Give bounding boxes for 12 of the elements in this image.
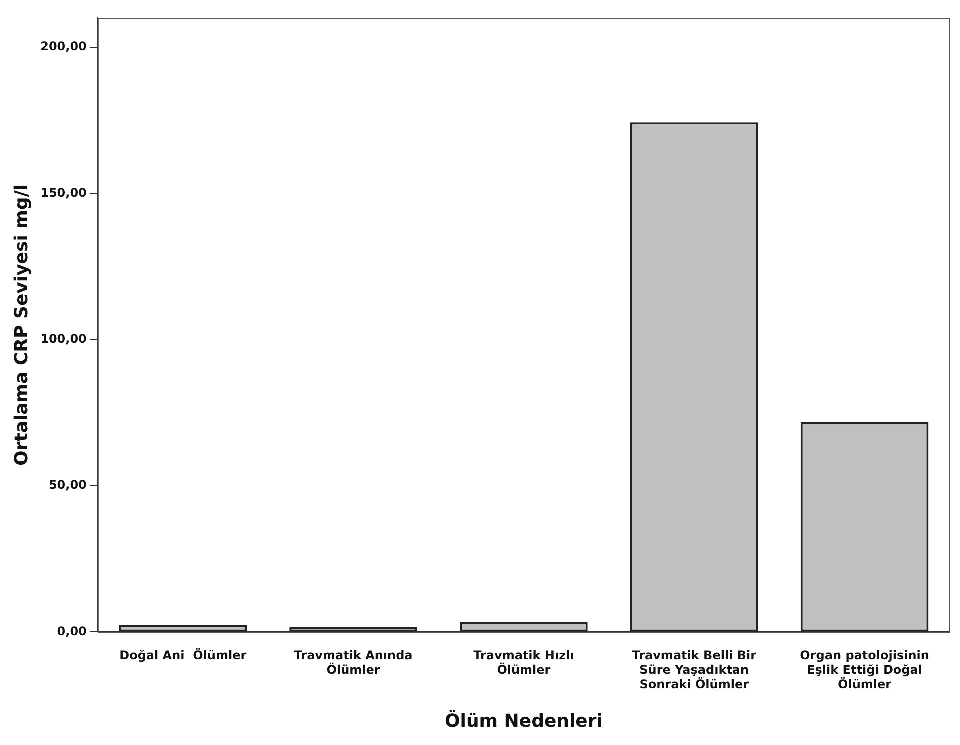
x-tick-label: Travmatik Anında Ölümler	[294, 648, 413, 677]
y-tick-label: 0,00	[57, 624, 87, 638]
y-tick-label: 200,00	[40, 40, 87, 54]
x-tick-label: Doğal Ani Ölümler	[120, 648, 247, 663]
x-tick-label: Organ patolojisinin Eşlik Ettiği Doğal Ölümler	[800, 648, 930, 692]
x-tick-label: Travmatik Belli Bir Süre Yaşadıktan Sonraki Ölümler	[632, 648, 757, 692]
y-tick-label: 50,00	[48, 478, 87, 492]
x-tick-label: Travmatik Hızlı Ölümler	[474, 648, 574, 677]
x-axis-title: Ölüm Nedenleri	[444, 710, 603, 732]
y-tick-label: 150,00	[40, 186, 87, 200]
y-tick-label: 100,00	[40, 332, 87, 346]
y-axis-title: Ortalama CRP Seviyesi mg/l	[11, 184, 32, 466]
